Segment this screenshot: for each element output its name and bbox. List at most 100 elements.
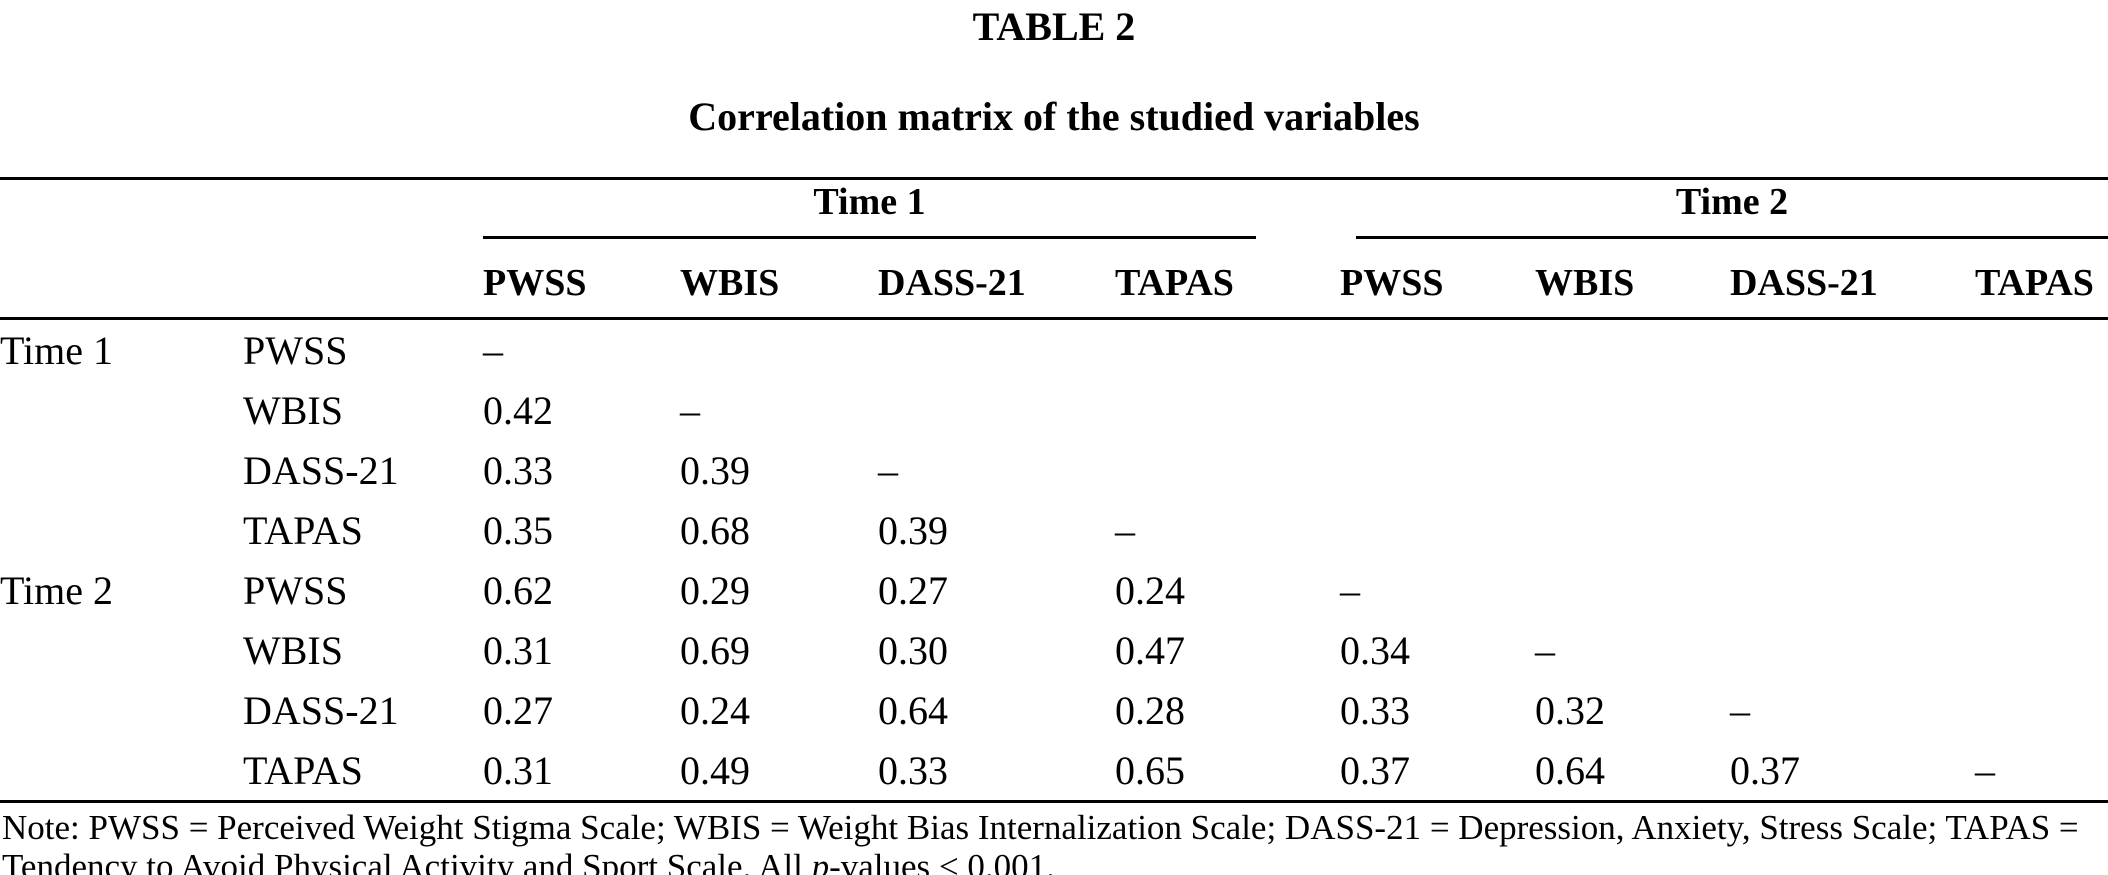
correlation-cell: – [1115,507,1135,553]
column-header-row: PWSS WBIS DASS-21 TAPAS PWSS WBIS DASS-2… [0,239,2108,320]
correlation-cell [1730,319,1975,381]
group-header-time2: Time 2 [1340,179,2108,239]
correlation-cell: 0.64 [1535,747,1605,793]
row-group-label [0,620,243,680]
correlation-cell [1730,560,1975,620]
row-group-label [0,500,243,560]
correlation-cell: 0.33 [483,447,553,493]
column-header-t2-pwss: PWSS [1340,239,1535,320]
correlation-cell [1535,500,1730,560]
correlation-cell: 0.34 [1340,627,1410,673]
group-header-time2-label: Time 2 [1356,180,2108,239]
correlation-cell [1535,319,1730,381]
correlation-cell [1975,500,2108,560]
correlation-cell: 0.37 [1340,747,1410,793]
group-header-row: Time 1 Time 2 [0,179,2108,239]
table-caption: TABLE 2 [972,4,1136,49]
correlation-cell: 0.49 [680,747,750,793]
column-header-t2-tapas: TAPAS [1975,239,2108,320]
table-row: WBIS 0.42 – [0,380,2108,440]
table-row: DASS-21 0.27 0.24 0.64 0.28 0.33 0.32 – [0,680,2108,740]
correlation-cell [1730,380,1975,440]
correlation-cell: 0.35 [483,507,553,553]
row-variable-label: PWSS [243,567,348,613]
group-header-time1-label: Time 1 [483,180,1256,239]
table-row: WBIS 0.31 0.69 0.30 0.47 0.34 – [0,620,2108,680]
correlation-cell: – [1535,627,1555,673]
correlation-cell [1340,500,1535,560]
table-note: Note: PWSS = Perceived Weight Stigma Sca… [0,808,2108,875]
correlation-cell: 0.31 [483,627,553,673]
correlation-cell [1730,440,1975,500]
row-group-label [0,740,243,802]
note-text-after: -values < 0.001. [829,847,1055,875]
correlation-cell [1975,620,2108,680]
correlation-cell: 0.39 [680,447,750,493]
correlation-cell [878,319,1115,381]
column-header-t1-pwss: PWSS [483,239,680,320]
column-header-spacer [0,239,483,320]
correlation-cell [1975,440,2108,500]
row-variable-label: WBIS [243,387,343,433]
correlation-cell: – [1975,747,1995,793]
correlation-cell: 0.24 [1115,567,1185,613]
correlation-cell: 0.27 [483,687,553,733]
row-variable-label: DASS-21 [243,447,399,493]
correlation-cell: 0.39 [878,507,948,553]
column-header-t1-tapas: TAPAS [1115,239,1340,320]
correlation-cell [1975,319,2108,381]
correlation-cell: 0.31 [483,747,553,793]
row-variable-label: PWSS [243,327,348,373]
note-text-before: Note: PWSS = Perceived Weight Stigma Sca… [2,808,2079,875]
correlation-cell [1535,440,1730,500]
row-variable-label: TAPAS [243,507,363,553]
correlation-cell [1340,319,1535,381]
table-row: Time 1 PWSS – [0,319,2108,381]
correlation-cell [1115,440,1340,500]
correlation-cell: 0.64 [878,687,948,733]
correlation-cell [1730,500,1975,560]
correlation-cell: 0.24 [680,687,750,733]
correlation-cell [1340,440,1535,500]
row-group-label: Time 1 [0,327,114,373]
note-p-italic: p [811,847,830,875]
correlation-cell: 0.65 [1115,747,1185,793]
row-variable-label: WBIS [243,627,343,673]
correlation-cell: 0.62 [483,567,553,613]
row-group-label: Time 2 [0,567,114,613]
correlation-cell: 0.27 [878,567,948,613]
column-header-t1-wbis: WBIS [680,239,878,320]
correlation-cell: – [1340,567,1360,613]
row-variable-label: DASS-21 [243,687,399,733]
correlation-cell: 0.29 [680,567,750,613]
correlation-cell: – [680,387,700,433]
correlation-table: Time 1 Time 2 PWSS WBIS DASS-21 TAPAS PW… [0,177,2108,803]
row-group-label [0,440,243,500]
row-group-label [0,680,243,740]
group-header-time1: Time 1 [483,179,1340,239]
correlation-cell: 0.37 [1730,747,1800,793]
correlation-cell [680,319,878,381]
correlation-cell: 0.33 [1340,687,1410,733]
correlation-cell [1975,680,2108,740]
correlation-cell: – [878,447,898,493]
correlation-cell [1340,380,1535,440]
correlation-cell [1115,319,1340,381]
column-header-t2-dass21: DASS-21 [1730,239,1975,320]
correlation-cell: 0.69 [680,627,750,673]
correlation-cell: 0.30 [878,627,948,673]
correlation-cell: 0.32 [1535,687,1605,733]
correlation-cell [1535,380,1730,440]
correlation-cell [878,380,1115,440]
correlation-cell: 0.28 [1115,687,1185,733]
correlation-cell [1535,560,1730,620]
correlation-cell [1975,380,2108,440]
correlation-cell: 0.68 [680,507,750,553]
correlation-cell [1115,380,1340,440]
correlation-cell: 0.42 [483,387,553,433]
row-variable-label: TAPAS [243,747,363,793]
row-group-label [0,380,243,440]
correlation-cell [1730,620,1975,680]
correlation-cell: – [483,327,503,373]
